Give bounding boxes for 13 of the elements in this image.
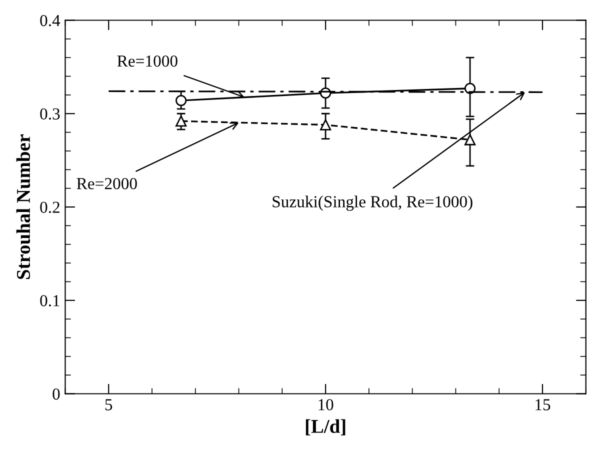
y-tick-label: 0.1 [40, 295, 60, 306]
y-tick-label: 0 [52, 388, 60, 400]
y-axis-title: Strouhal Number [16, 134, 30, 279]
text: Re=2000 [76, 178, 137, 190]
x-tick-label: 10 [318, 399, 334, 410]
x-tick-label: 15 [536, 399, 550, 410]
y-tick-label: 0.2 [40, 202, 60, 214]
text: Suzuki(Single Rod, Re=1000) [272, 196, 472, 211]
y-tick-label: 0.3 [40, 108, 60, 120]
x-axis-title: [L/d] [306, 419, 346, 436]
x-tick-label: 5 [105, 399, 112, 410]
series-label: Re=1000 [117, 55, 178, 67]
y-tick-label: 0.4 [40, 14, 60, 26]
